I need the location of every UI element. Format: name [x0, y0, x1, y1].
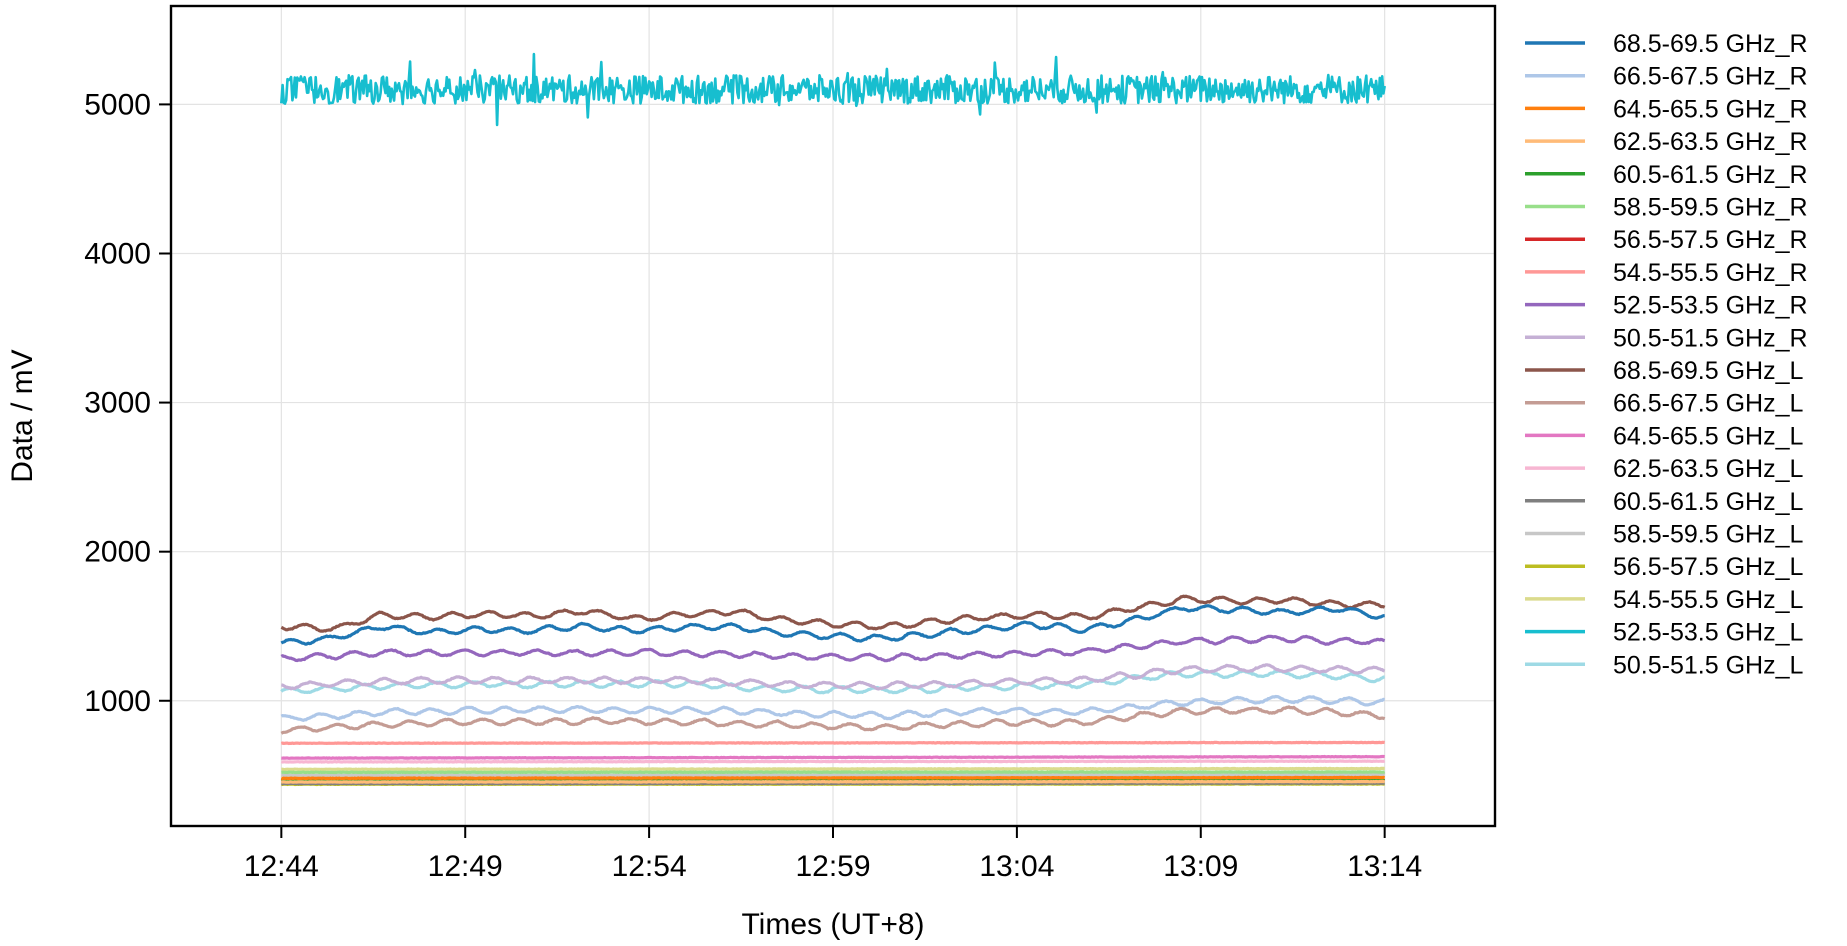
legend-item: 68.5-69.5 GHz_R	[1525, 30, 1808, 58]
y-tick-label: 2000	[84, 536, 151, 569]
legend-item: 60.5-61.5 GHz_R	[1525, 161, 1808, 189]
x-tick-label: 12:59	[795, 850, 870, 883]
legend-label: 56.5-57.5 GHz_L	[1613, 553, 1803, 581]
legend-item: 54.5-55.5 GHz_R	[1525, 259, 1808, 287]
legend-item: 56.5-57.5 GHz_L	[1525, 553, 1803, 581]
series-line	[281, 754, 1386, 760]
legend-label: 66.5-67.5 GHz_L	[1613, 390, 1803, 418]
legend-item: 54.5-55.5 GHz_L	[1525, 586, 1803, 614]
series-line	[280, 759, 1386, 764]
series-line	[281, 766, 1386, 772]
legend-label: 54.5-55.5 GHz_L	[1613, 586, 1803, 614]
legend-label: 62.5-63.5 GHz_L	[1613, 455, 1803, 483]
legend-item: 50.5-51.5 GHz_L	[1525, 651, 1803, 679]
legend-label: 52.5-53.5 GHz_L	[1613, 619, 1803, 647]
series-line	[280, 604, 1386, 646]
series-line	[280, 694, 1386, 723]
series-line	[281, 773, 1386, 778]
axis-ticks: 12:44 12:49 12:54 12:59 13:04 13:09 13:14 1000 2…	[84, 88, 1422, 883]
legend-label: 50.5-51.5 GHz_R	[1613, 324, 1808, 352]
x-tick-label: 12:44	[244, 850, 319, 883]
x-tick-label: 13:14	[1347, 850, 1422, 883]
legend-label: 66.5-67.5 GHz_R	[1613, 63, 1808, 91]
series-line	[280, 779, 1386, 784]
legend-label: 54.5-55.5 GHz_R	[1613, 259, 1808, 287]
x-tick-label: 13:04	[979, 850, 1054, 883]
legend-item: 66.5-67.5 GHz_R	[1525, 63, 1808, 91]
series-line	[280, 52, 1386, 127]
legend-item: 62.5-63.5 GHz_L	[1525, 455, 1803, 483]
legend-label: 68.5-69.5 GHz_R	[1613, 30, 1808, 58]
legend-item: 58.5-59.5 GHz_L	[1525, 521, 1803, 549]
legend: 68.5-69.5 GHz_R 66.5-67.5 GHz_R 64.5-65.5 …	[1525, 30, 1808, 679]
legend-item: 64.5-65.5 GHz_R	[1525, 95, 1808, 123]
series-line	[281, 770, 1386, 775]
legend-label: 50.5-51.5 GHz_L	[1613, 651, 1803, 679]
series-line	[280, 705, 1386, 735]
legend-label: 52.5-53.5 GHz_R	[1613, 292, 1808, 320]
legend-item: 60.5-61.5 GHz_L	[1525, 488, 1803, 516]
legend-item: 58.5-59.5 GHz_R	[1525, 194, 1808, 222]
legend-label: 62.5-63.5 GHz_R	[1613, 128, 1808, 156]
series-line	[280, 669, 1386, 695]
legend-label: 58.5-59.5 GHz_L	[1613, 521, 1803, 549]
y-tick-label: 3000	[84, 387, 151, 420]
series-line	[281, 777, 1386, 782]
x-axis-label: Times (UT+8)	[741, 908, 924, 941]
series-line	[280, 634, 1386, 663]
legend-item: 64.5-65.5 GHz_L	[1525, 422, 1803, 450]
legend-label: 68.5-69.5 GHz_L	[1613, 357, 1803, 385]
legend-item: 66.5-67.5 GHz_L	[1525, 390, 1803, 418]
legend-label: 60.5-61.5 GHz_R	[1613, 161, 1808, 189]
legend-item: 52.5-53.5 GHz_R	[1525, 292, 1808, 320]
y-tick-label: 1000	[84, 685, 151, 718]
series-line	[280, 594, 1386, 633]
series-line	[281, 663, 1386, 691]
series-line	[280, 775, 1386, 781]
legend-label: 56.5-57.5 GHz_R	[1613, 226, 1808, 254]
x-tick-label: 12:54	[612, 850, 687, 883]
plot-series	[280, 52, 1386, 787]
legend-label: 64.5-65.5 GHz_L	[1613, 422, 1803, 450]
gridlines	[171, 6, 1495, 826]
legend-label: 58.5-59.5 GHz_R	[1613, 194, 1808, 222]
legend-item: 50.5-51.5 GHz_R	[1525, 324, 1808, 352]
y-tick-label: 5000	[84, 88, 151, 121]
x-tick-label: 13:09	[1163, 850, 1238, 883]
series-line	[280, 740, 1386, 746]
y-tick-label: 4000	[84, 237, 151, 270]
legend-item: 56.5-57.5 GHz_R	[1525, 226, 1808, 254]
legend-item: 52.5-53.5 GHz_L	[1525, 619, 1803, 647]
legend-label: 64.5-65.5 GHz_R	[1613, 95, 1808, 123]
y-axis-label: Data / mV	[6, 349, 39, 482]
legend-label: 60.5-61.5 GHz_L	[1613, 488, 1803, 516]
legend-item: 68.5-69.5 GHz_L	[1525, 357, 1803, 385]
x-tick-label: 12:49	[428, 850, 503, 883]
legend-item: 62.5-63.5 GHz_R	[1525, 128, 1808, 156]
